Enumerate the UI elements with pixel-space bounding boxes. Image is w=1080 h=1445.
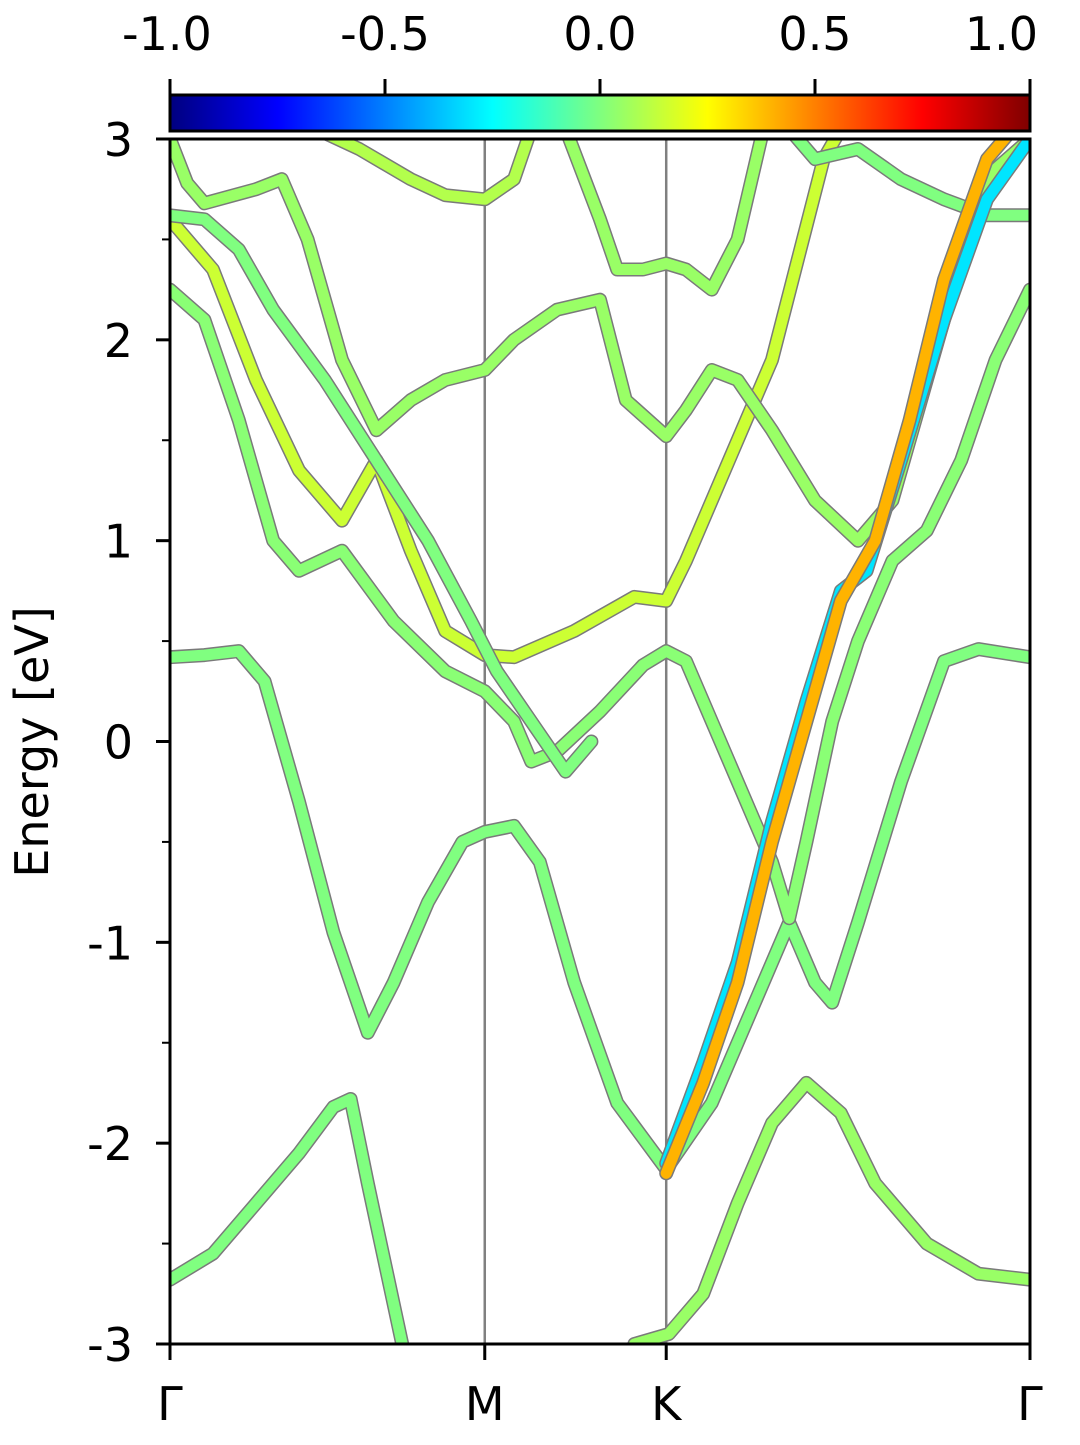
y-tick-label: -3 [87, 1318, 133, 1372]
band-line [170, 284, 1030, 924]
band-line [628, 1077, 1030, 1344]
y-axis-ticks: 3 2 1 0 -1 -2 -3 [87, 113, 170, 1372]
band-line [660, 139, 1012, 1179]
band-outline [170, 208, 599, 779]
x-tick-label: M [465, 1377, 505, 1431]
colorbar-tick-label: 0.5 [778, 7, 851, 61]
colorbar-tick-label: 1.0 [965, 7, 1038, 61]
band-outline [170, 1092, 410, 1344]
x-tick-label: K [651, 1377, 683, 1431]
band-line [324, 139, 534, 205]
colorbar-tick-label: -1.0 [122, 7, 212, 61]
colorbar [168, 93, 1032, 133]
x-tick-label: Γ [1017, 1377, 1043, 1431]
y-tick-label: 3 [104, 113, 133, 167]
band-line [170, 139, 842, 663]
y-tick-label: -1 [87, 916, 133, 970]
y-tick-label: -2 [87, 1117, 133, 1171]
colorbar-tick-label: -0.5 [340, 7, 430, 61]
y-tick-label: 1 [104, 515, 133, 569]
band-outline [170, 642, 1030, 1177]
colorbar-tick-label: 0.0 [563, 7, 636, 61]
y-axis-label: Energy [eV] [5, 606, 59, 877]
bands [170, 139, 1030, 1344]
x-tick-label: Γ [157, 1377, 183, 1431]
band-line [170, 1093, 408, 1344]
y-tick-label: 0 [104, 716, 133, 770]
y-tick-label: 2 [104, 314, 133, 368]
band-line [170, 643, 1030, 1175]
band-line [563, 139, 767, 296]
colorbar-ticks: -1.0 -0.5 0.0 0.5 1.0 [122, 7, 1038, 95]
band-line [170, 209, 597, 778]
